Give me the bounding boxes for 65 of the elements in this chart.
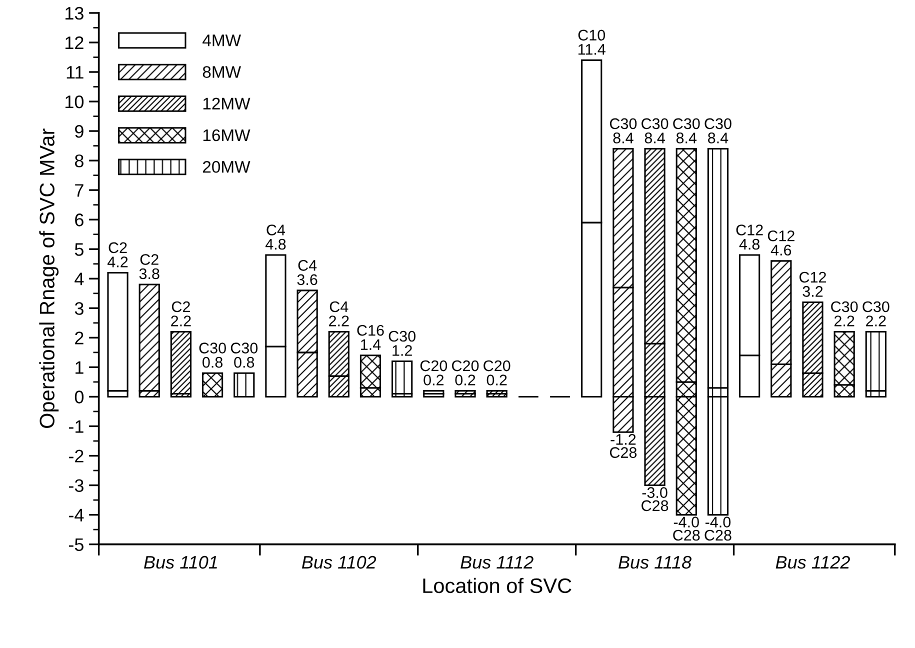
bar <box>454 390 476 395</box>
y-axis-title: Operational Rnage of SVC MVar <box>39 128 59 428</box>
x-tick-label: Bus 1122 <box>776 556 850 569</box>
total-label: C30 1.2 <box>388 330 416 356</box>
y-tick-label: 11 <box>66 66 84 79</box>
bar <box>170 331 192 395</box>
y-tick-label: -4 <box>68 508 84 522</box>
bar <box>486 390 508 395</box>
y-tick-label: 2 <box>75 332 84 344</box>
y-tick-label: 5 <box>74 243 84 256</box>
y-tick-label: 3 <box>74 302 84 315</box>
legend-label: 12MW <box>203 98 250 110</box>
legend-label: 20MW <box>202 160 250 173</box>
y-tick-label: 4 <box>74 272 84 286</box>
total-label: C30 8.4 <box>610 118 637 144</box>
legend-label: 16MW <box>203 129 250 142</box>
y-tick-label: -3 <box>68 479 84 492</box>
total-label: C16 1.4 <box>357 324 384 350</box>
x-axis-title: Location of SVC <box>423 578 572 594</box>
y-tick-label: 0 <box>74 390 84 404</box>
total-label: C30 8.4 <box>704 118 732 144</box>
total-label: C20 0.2 <box>420 360 448 386</box>
total-label: C2 4.2 <box>108 242 128 268</box>
data-label: -4.0 C28 <box>673 516 700 541</box>
y-tick-label: 6 <box>75 214 84 226</box>
total-label: C12 4.8 <box>736 224 763 250</box>
total-label: C20 0.2 <box>452 360 479 386</box>
x-tick-label: Bus 1102 <box>302 556 376 569</box>
bar <box>234 372 255 398</box>
total-label: C4 3.6 <box>297 260 318 286</box>
data-label: -4.0 C28 <box>704 516 732 541</box>
total-label: C2 3.8 <box>139 254 160 280</box>
bar <box>423 390 444 395</box>
total-label: C30 2.2 <box>862 301 890 326</box>
y-tick-label: -2 <box>68 450 84 462</box>
y-tick-label: 9 <box>75 124 84 138</box>
total-label: C20 0.2 <box>484 360 510 386</box>
total-label: C2 2.2 <box>171 301 191 326</box>
x-tick-label: Bus 1118 <box>618 556 692 569</box>
data-label: -3.0 C28 <box>642 487 668 512</box>
y-tick-label: -5 <box>68 538 84 552</box>
bar <box>202 372 224 398</box>
y-tick-label: 12 <box>66 36 84 50</box>
x-tick-label: Bus 1101 <box>144 556 217 569</box>
total-label: C30 0.8 <box>199 342 226 368</box>
total-label: C12 4.6 <box>768 230 794 256</box>
y-tick-label: 1 <box>76 361 84 374</box>
y-tick-label: -1 <box>68 420 84 433</box>
data-label: -1.2 C28 <box>610 434 637 458</box>
total-label: C30 2.2 <box>831 301 858 326</box>
total-label: C12 3.2 <box>800 272 826 297</box>
total-label: C4 4.8 <box>265 224 286 250</box>
y-tick-label: 8 <box>74 154 84 168</box>
legend-label: 8MW <box>202 66 241 78</box>
y-tick-label: 13 <box>66 6 84 20</box>
total-label: C30 8.4 <box>673 118 700 144</box>
y-tick-label: 7 <box>75 184 84 197</box>
legend-label: 4MW <box>202 34 241 46</box>
x-tick-label: Bus 1112 <box>460 556 534 569</box>
total-label: C4 2.2 <box>329 301 349 326</box>
total-label: C30 8.4 <box>642 118 668 144</box>
total-label: C10 11.4 <box>578 30 606 55</box>
total-label: C30 0.8 <box>230 342 258 368</box>
y-tick-label: 10 <box>66 95 84 108</box>
bar <box>392 360 413 395</box>
